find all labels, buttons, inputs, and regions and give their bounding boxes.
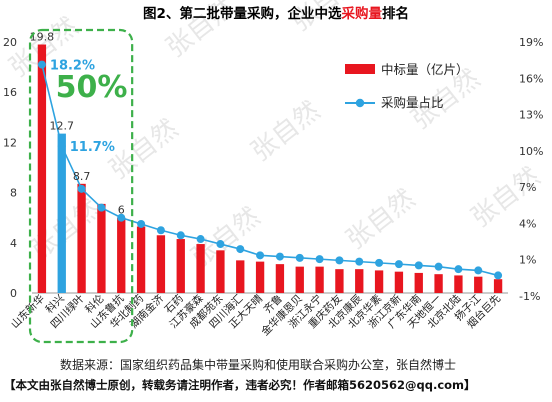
right-axis-tick-label: 4% — [519, 217, 536, 230]
bar-4 — [97, 203, 106, 293]
bar-1 — [37, 44, 47, 294]
share-point-1 — [37, 60, 46, 69]
right-axis-tick-label: 1% — [519, 254, 536, 267]
share-point-4 — [97, 203, 106, 212]
bar-10 — [216, 250, 225, 293]
right-axis-tick-label: -1% — [519, 290, 540, 303]
left-axis-tick-label: 4 — [10, 237, 17, 250]
share-point-7 — [156, 226, 165, 235]
bar-19 — [394, 271, 404, 293]
share-point-3 — [77, 184, 86, 193]
legend-bar-label: 中标量（亿片） — [381, 62, 469, 77]
bar-22 — [454, 275, 463, 293]
share-point-8 — [176, 231, 185, 240]
right-axis: -1% 1% 4% 7% 10% 13% 16% 19% — [519, 36, 543, 303]
share-point-17 — [355, 257, 364, 266]
right-axis-tick-label: 10% — [519, 145, 543, 158]
top-companies-share-label: 50% — [56, 70, 128, 105]
bar-14 — [295, 266, 304, 293]
bar-series — [37, 44, 503, 294]
bar-9 — [196, 244, 205, 293]
bar-24 — [493, 279, 503, 293]
share-point-19 — [394, 260, 403, 269]
left-axis-tick-label: 16 — [3, 86, 17, 99]
chart-title-highlight: 采购量 — [341, 5, 382, 22]
right-axis-tick-label: 13% — [519, 109, 543, 122]
source-note: 数据来源：国家组织药品集中带量采购和使用联合采购办公室，张自然博士 — [60, 358, 457, 372]
watermark-text: 张自然 — [104, 114, 184, 186]
right-axis-tick-label: 16% — [519, 72, 543, 85]
bar-7 — [156, 235, 166, 293]
share-percent-label: 11.7% — [70, 140, 115, 155]
legend-line-label: 采购量占比 — [381, 95, 444, 110]
share-point-11 — [236, 245, 245, 254]
bar-15 — [315, 266, 324, 293]
share-point-18 — [375, 258, 384, 267]
top-companies-highlight-box — [28, 28, 134, 344]
bar-12 — [255, 261, 265, 293]
share-point-6 — [137, 219, 146, 228]
bar-value-label: 19.8 — [30, 31, 55, 44]
bar-6 — [136, 226, 146, 293]
bar-3 — [77, 183, 86, 293]
share-point-10 — [216, 240, 225, 249]
left-axis-tick-label: 0 — [10, 287, 17, 300]
legend: 中标量（亿片） 采购量占比 — [345, 62, 469, 110]
chart-title-prefix: 图2、第二批带量采购，企业中选 — [143, 5, 342, 22]
chart-title: 图2、第二批带量采购，企业中选采购量排名 — [143, 5, 409, 22]
bar-value-label: 6 — [118, 204, 125, 217]
left-axis-tick-label: 12 — [3, 136, 17, 149]
share-percent-label: 18.2% — [50, 59, 95, 74]
bar-16 — [335, 269, 344, 293]
share-point-16 — [335, 256, 344, 265]
category-labels: 山东新华科兴四川绿叶科伦山东鲁抗华北制药湖南金济石药江苏豪森成都苑东四川海汇正大… — [8, 292, 503, 339]
data-labels: 19.8 12.7 8.7 6 — [30, 31, 125, 217]
copyright-note: 【本文由张自然博士原创，转载务请注明作者，违者必究！作者邮箱5620562@qq… — [4, 378, 476, 392]
share-line-points — [37, 60, 503, 280]
watermark-text: 张自然 — [246, 96, 326, 168]
legend-line-marker — [355, 98, 365, 108]
share-point-13 — [275, 252, 284, 261]
share-point-12 — [256, 251, 265, 260]
share-point-23 — [474, 266, 483, 275]
left-axis-tick-label: 8 — [10, 187, 17, 200]
watermark-text: 张自然 — [341, 184, 421, 256]
share-point-15 — [315, 255, 324, 264]
bar-13 — [275, 264, 285, 293]
share-point-14 — [295, 253, 304, 262]
bar-8 — [176, 239, 185, 293]
bar-21 — [434, 274, 443, 293]
share-point-22 — [454, 265, 463, 274]
bar-17 — [355, 269, 364, 293]
share-point-5 — [117, 213, 126, 222]
share-point-20 — [414, 261, 423, 270]
bar-2 — [57, 133, 66, 293]
share-point-24 — [494, 271, 503, 280]
left-axis: 0 4 8 12 16 20 — [3, 36, 17, 300]
bar-value-label: 12.7 — [50, 120, 75, 133]
right-axis-tick-label: 7% — [519, 181, 536, 194]
share-point-9 — [196, 235, 205, 244]
percent-labels: 18.2% 11.7% — [50, 59, 115, 156]
bar-11 — [236, 260, 245, 293]
bar-23 — [474, 276, 483, 293]
bar-20 — [414, 272, 423, 293]
left-axis-tick-label: 20 — [3, 36, 17, 49]
bar-18 — [374, 270, 384, 293]
bar-5 — [117, 217, 126, 293]
legend-bar-swatch — [345, 64, 375, 74]
right-axis-tick-label: 19% — [519, 36, 543, 49]
bar-value-label: 8.7 — [73, 170, 91, 183]
chart-title-suffix: 排名 — [382, 5, 409, 22]
share-point-21 — [434, 262, 443, 271]
share-point-2 — [57, 142, 66, 151]
